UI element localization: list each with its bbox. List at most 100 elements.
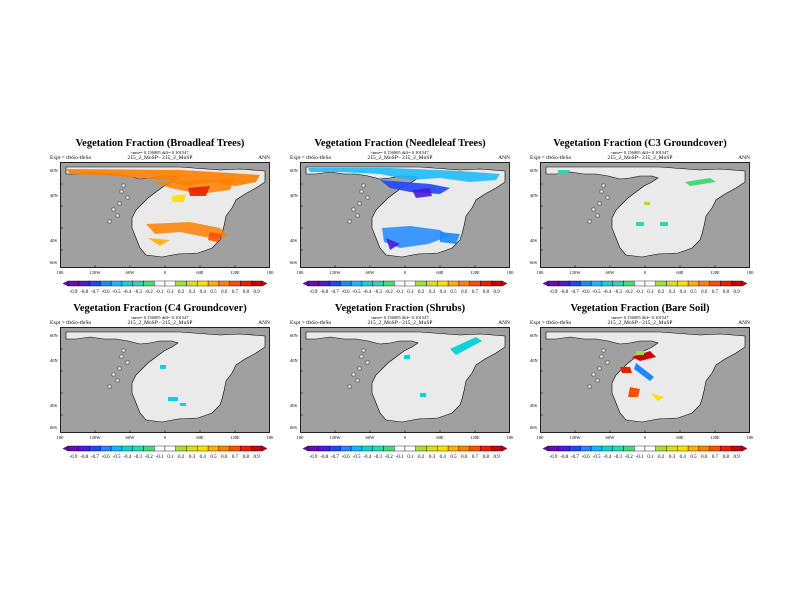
- colorbar-label: 0.1: [647, 290, 654, 295]
- x-tick-label: 120W: [329, 270, 341, 275]
- data-region: [650, 393, 664, 401]
- colorbar-segment: [110, 445, 123, 452]
- colorbar-segment: [340, 445, 352, 452]
- colorbar-label: 0.1: [167, 455, 174, 460]
- colorbar-label: 0.6: [461, 455, 468, 460]
- island: [591, 372, 596, 377]
- colorbar-label: -0.2: [625, 290, 633, 295]
- colorbar-segment: [307, 445, 319, 452]
- colorbar-segment: [251, 280, 263, 287]
- data-region: [632, 351, 656, 361]
- data-region: [308, 168, 500, 182]
- colorbar-label: -0.5: [113, 455, 121, 460]
- island: [347, 384, 352, 389]
- colorbar-segment: [218, 280, 230, 287]
- island: [595, 378, 600, 383]
- colorbar-arrow: [261, 445, 268, 452]
- colorbar-label: 0.2: [178, 455, 185, 460]
- x-tick-label: 180: [266, 435, 274, 440]
- island: [361, 348, 366, 353]
- x-tick-label: 120W: [329, 435, 341, 440]
- experiment-name: 215_2_MoSP - 215_2_MoSP: [127, 320, 193, 326]
- colorbar-svg: -0.9 -0.8 -0.7 -0.6 -0.5 -0.4 -0.3 -0.2 -0.1 0.1 0…: [62, 280, 268, 295]
- colorbar-segment: [447, 280, 460, 287]
- colorbar-label: -0.8: [320, 290, 328, 295]
- data-region: [558, 170, 570, 174]
- colorbar-segment: [394, 280, 406, 287]
- x-tick-label: 180: [56, 435, 64, 440]
- colorbar-segment: [547, 280, 559, 287]
- colorbar-segment: [601, 280, 613, 287]
- colorbar-label: 0.4: [680, 455, 687, 460]
- data-region: [180, 403, 186, 406]
- colorbar-segment: [709, 445, 721, 452]
- colorbar-segment: [404, 280, 416, 287]
- x-tick-label: 0: [643, 435, 647, 440]
- x-tick-label: 180: [296, 270, 304, 275]
- x-tick-label: 60E: [676, 270, 684, 275]
- colorbar-segment: [121, 280, 133, 287]
- y-tick-label: 40S: [530, 238, 538, 243]
- colorbar-segment: [318, 280, 330, 287]
- x-axis-labels: 180 120W 60W 0 60E 120E 180: [57, 270, 274, 278]
- colorbar-segment: [698, 445, 710, 452]
- data-region: [420, 393, 426, 397]
- colorbar-label: -0.2: [625, 455, 633, 460]
- colorbar-segment: [350, 280, 363, 287]
- colorbar-segment: [207, 445, 220, 452]
- y-tick-label: 40N: [290, 193, 298, 198]
- colorbar-segment: [612, 280, 624, 287]
- x-tick-label: 180: [536, 270, 544, 275]
- colorbar-label: -0.6: [342, 290, 350, 295]
- colorbar-arrow: [62, 445, 69, 452]
- colorbar-segment: [175, 280, 187, 287]
- colorbar-label: 0.4: [440, 290, 447, 295]
- colorbar-label: -0.9: [309, 290, 317, 295]
- x-axis-labels: 180 120W 60W 0 60E 120E 180: [296, 270, 514, 278]
- colorbar-segment: [100, 280, 112, 287]
- colorbar-segment: [458, 280, 470, 287]
- colorbar-label: -0.9: [549, 290, 557, 295]
- panel-shrubs: Vegetation Fraction (Shrubs) rmse= 0.156…: [290, 303, 530, 468]
- colorbar-segment: [437, 445, 449, 452]
- colorbar-label: 0.7: [232, 455, 239, 460]
- x-tick-label: 60W: [125, 435, 135, 440]
- island: [125, 195, 130, 200]
- data-region: [155, 178, 235, 194]
- colorbar-label: 0.6: [461, 290, 468, 295]
- expt-label: Expt = tfeSo-tfeSo: [50, 155, 92, 161]
- colorbar-label: 0.9: [733, 455, 740, 460]
- x-tick-label: 60E: [436, 435, 444, 440]
- colorbar: -0.9 -0.8 -0.7 -0.6 -0.5 -0.4 -0.3 -0.2 -0.1 0.1 0…: [542, 445, 748, 467]
- colorbar-label: 0.7: [472, 290, 479, 295]
- colorbar-svg: -0.9 -0.8 -0.7 -0.6 -0.5 -0.4 -0.3 -0.2 -0.1 0.1 0…: [62, 445, 268, 460]
- colorbar-label: -0.1: [156, 455, 164, 460]
- colorbar-label: 0.9: [253, 455, 260, 460]
- colorbar-segment: [634, 280, 646, 287]
- colorbar-segment: [480, 445, 492, 452]
- island: [599, 189, 604, 194]
- colorbar-label: 0.8: [243, 290, 250, 295]
- colorbar-segment: [634, 445, 646, 452]
- y-tick-label: 40S: [290, 403, 298, 408]
- map-canvas: [540, 162, 750, 268]
- colorbar-segment: [372, 280, 384, 287]
- colorbar-label: 0.6: [221, 455, 228, 460]
- x-tick-label: 120E: [710, 270, 720, 275]
- colorbar-segment: [655, 280, 667, 287]
- island: [351, 372, 356, 377]
- colorbar-segment: [67, 280, 79, 287]
- island: [365, 195, 370, 200]
- x-tick-label: 0: [163, 435, 167, 440]
- data-region: [146, 222, 228, 238]
- colorbar-label: -0.1: [636, 455, 644, 460]
- colorbar-label: -0.3: [614, 290, 622, 295]
- experiment-name: 215_2_MoSP - 215_2_MoSP: [607, 155, 673, 161]
- colorbar-label: 0.2: [418, 455, 425, 460]
- expt-label: Expt = tfeSo-tfeSo: [530, 320, 572, 326]
- island: [595, 213, 600, 218]
- x-tick-label: 60E: [676, 435, 684, 440]
- island: [107, 219, 112, 224]
- map-canvas: [60, 327, 270, 433]
- colorbar-label: -0.3: [374, 455, 382, 460]
